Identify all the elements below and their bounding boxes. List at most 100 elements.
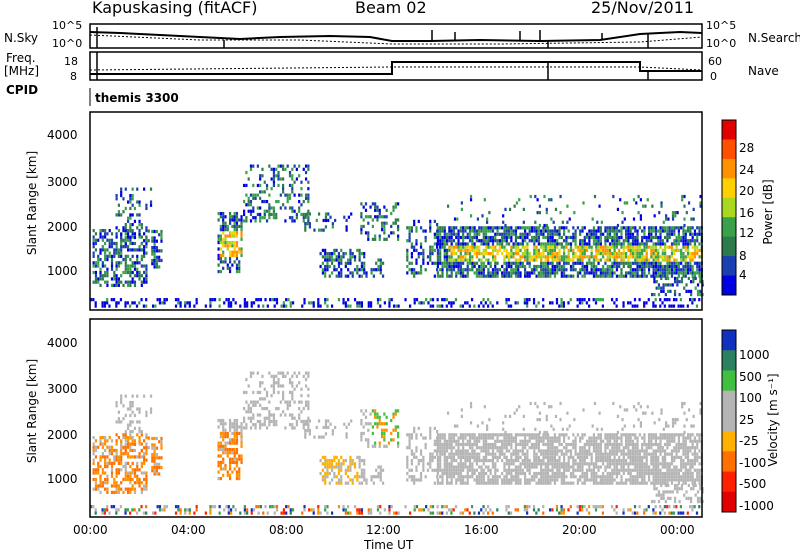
velocity-cell: [533, 475, 536, 479]
power-cell: [693, 239, 697, 243]
velocity-cell: [636, 446, 639, 450]
power-cell: [288, 183, 292, 188]
power-cell: [606, 226, 609, 230]
velocity-cell: [222, 460, 225, 465]
power-cell: [558, 248, 561, 252]
velocity-cell: [362, 425, 365, 429]
power-cell: [515, 201, 519, 205]
power-cell: [415, 242, 418, 246]
power-cell: [624, 235, 628, 240]
power-cell: [555, 301, 559, 305]
velocity-cell: [622, 459, 625, 463]
power-cell: [115, 241, 118, 246]
power-cell: [627, 226, 630, 230]
velocity-cell: [647, 446, 651, 450]
velocity-cell: [282, 390, 285, 395]
velocity-cell: [510, 475, 513, 479]
velocity-cell: [608, 465, 612, 469]
velocity-cell: [222, 451, 225, 455]
power-cell: [365, 274, 368, 278]
power-cell: [231, 231, 234, 235]
power-cell: [505, 301, 508, 305]
power-cell: [413, 268, 416, 272]
power-cell: [136, 213, 139, 217]
power-cell: [692, 280, 695, 284]
power-cell: [247, 203, 250, 207]
power-cell: [441, 271, 444, 275]
power-cell: [392, 208, 395, 212]
power-cell: [556, 271, 559, 275]
velocity-cell: [455, 465, 458, 469]
power-cell: [429, 255, 432, 259]
velocity-cell: [158, 465, 161, 470]
velocity-cell: [124, 461, 127, 465]
velocity-cell: [291, 416, 294, 420]
power-cell: [484, 274, 488, 278]
velocity-cell: [484, 433, 488, 437]
power-cell: [624, 255, 628, 259]
power-cell: [516, 301, 520, 305]
velocity-cell: [634, 433, 637, 437]
velocity-cell: [431, 459, 434, 463]
power-cell: [457, 264, 460, 269]
power-cell: [498, 226, 501, 230]
power-cell: [367, 301, 370, 305]
velocity-cell: [443, 455, 446, 459]
velocity-cell: [124, 435, 127, 440]
power-cell: [622, 252, 625, 256]
velocity-cell: [298, 371, 301, 375]
velocity-cell: [551, 468, 554, 472]
velocity-cell: [249, 410, 253, 414]
power-cell: [385, 237, 388, 241]
velocity-cell: [138, 429, 141, 434]
velocity-cell: [99, 481, 102, 485]
power-cell: [585, 232, 589, 236]
power-cell: [689, 226, 692, 230]
power-cell: [661, 248, 664, 252]
power-cell: [681, 198, 684, 202]
velocity-cell: [574, 452, 577, 456]
power-cell: [505, 232, 508, 236]
velocity-cell: [279, 384, 282, 388]
power-cell: [441, 226, 444, 230]
velocity-cell: [113, 490, 116, 494]
power-cell: [503, 261, 506, 265]
velocity-cell: [124, 429, 127, 434]
velocity-cell: [133, 487, 137, 491]
power-cell: [505, 242, 508, 246]
power-cell: [528, 271, 531, 275]
power-cell: [145, 264, 148, 268]
velocity-cell: [380, 428, 384, 432]
velocity-cell: [113, 481, 116, 485]
velocity-cell: [126, 445, 130, 449]
power-cell: [136, 261, 139, 265]
power-cell: [553, 274, 557, 278]
power-cell: [692, 276, 695, 281]
velocity-cell: [549, 462, 552, 466]
velocity-cell: [489, 433, 492, 437]
velocity-cell: [356, 475, 359, 479]
power-cell: [698, 226, 701, 230]
velocity-cell: [228, 476, 232, 481]
power-cell: [193, 304, 196, 308]
power-cell: [654, 261, 658, 265]
power-cell: [158, 298, 162, 302]
power-cell: [549, 239, 552, 243]
power-cell: [498, 248, 501, 252]
power-cell: [573, 211, 576, 215]
velocity-cell: [542, 471, 545, 476]
power-cell: [622, 242, 625, 246]
power-cell: [270, 212, 273, 217]
velocity-cell: [415, 478, 418, 482]
power-cell: [501, 242, 504, 246]
velocity-cell: [136, 464, 139, 469]
velocity-cell: [510, 436, 513, 440]
power-cell: [581, 258, 584, 262]
power-cell: [537, 232, 540, 236]
velocity-cell: [565, 468, 568, 472]
power-cell: [473, 248, 476, 252]
velocity-cell: [344, 471, 347, 476]
power-cell: [124, 222, 127, 227]
velocity-cell: [631, 449, 635, 453]
velocity-cell: [611, 442, 614, 447]
